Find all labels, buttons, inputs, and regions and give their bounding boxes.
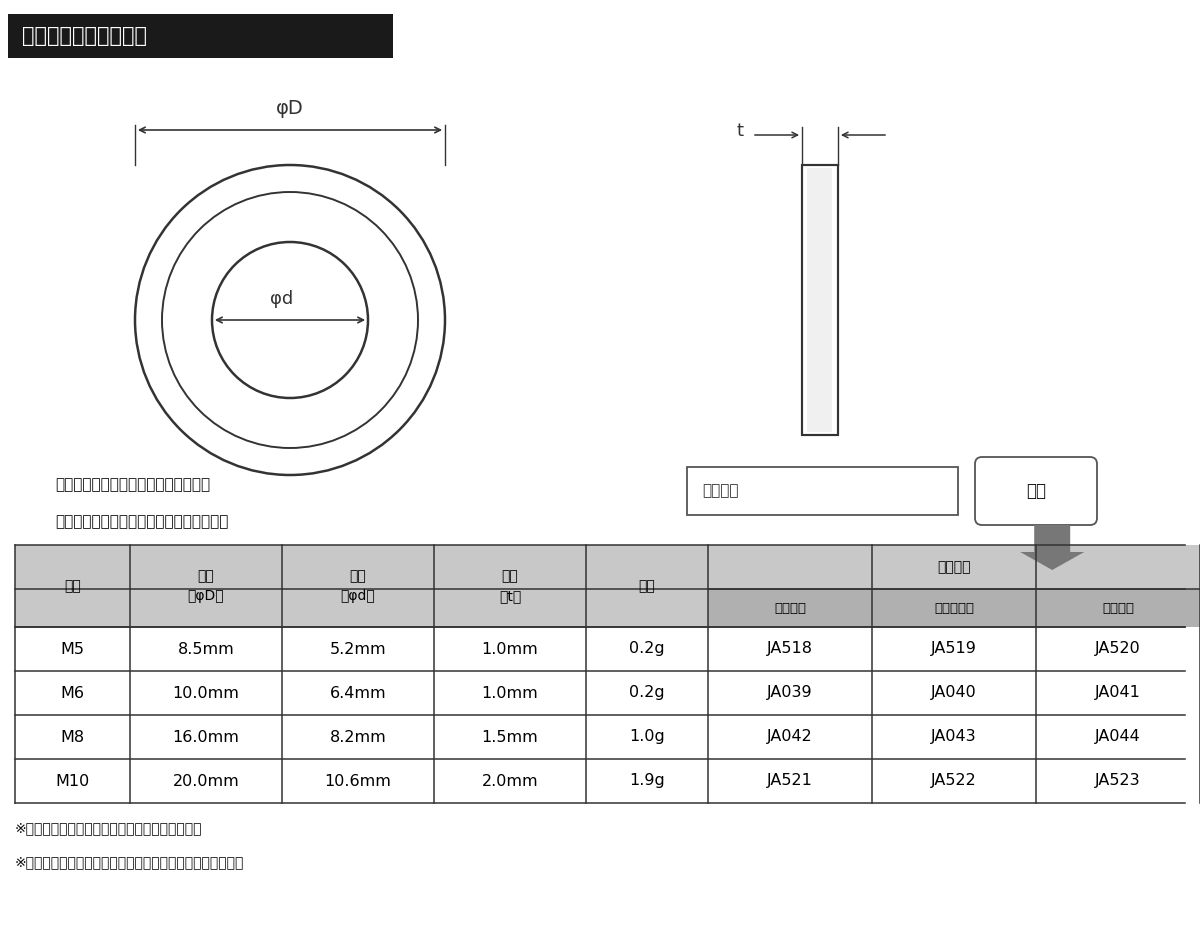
Bar [808, 167, 833, 432]
Text: 1.0g: 1.0g [629, 729, 665, 744]
Text: JA041: JA041 [1096, 685, 1141, 700]
Bar [708, 545, 1200, 589]
Text: M6: M6 [60, 685, 84, 700]
Polygon shape [1020, 525, 1085, 570]
Text: ※個体差により着色が異なる場合がございます。: ※個体差により着色が異なる場合がございます。 [14, 821, 203, 835]
Text: 1.9g: 1.9g [629, 774, 665, 789]
Bar [130, 545, 282, 627]
Bar [586, 545, 708, 627]
Text: 0.2g: 0.2g [629, 685, 665, 700]
Text: 1.0mm: 1.0mm [481, 641, 539, 656]
Text: 20.0mm: 20.0mm [173, 774, 239, 789]
Text: JA044: JA044 [1096, 729, 1141, 744]
Text: JA521: JA521 [767, 774, 812, 789]
Text: 2.0mm: 2.0mm [481, 774, 539, 789]
Text: 焼きチタン: 焼きチタン [934, 602, 974, 615]
Text: 1.5mm: 1.5mm [481, 729, 539, 744]
Bar [282, 545, 434, 627]
Text: φD: φD [276, 99, 304, 118]
Text: JA523: JA523 [1096, 774, 1141, 789]
Text: シルバー: シルバー [774, 602, 806, 615]
Bar [802, 165, 838, 435]
Text: ※記載の重量は平均値です。個体により誤差がございます。: ※記載の重量は平均値です。個体により誤差がございます。 [14, 855, 245, 869]
Text: JA518: JA518 [767, 641, 814, 656]
Text: ストア内検索に商品番号を入力すると: ストア内検索に商品番号を入力すると [55, 478, 210, 493]
Text: t: t [737, 122, 744, 140]
Text: 6.4mm: 6.4mm [330, 685, 386, 700]
Text: M8: M8 [60, 729, 84, 744]
Text: 厘さ
（t）: 厘さ （t） [499, 570, 521, 603]
Text: ラインアップ＆サイズ: ラインアップ＆サイズ [22, 26, 148, 46]
Text: 8.2mm: 8.2mm [330, 729, 386, 744]
Text: M10: M10 [55, 774, 90, 789]
FancyBboxPatch shape [8, 14, 394, 58]
Text: 検索: 検索 [1026, 482, 1046, 500]
Bar [14, 627, 1186, 803]
Text: JA042: JA042 [767, 729, 812, 744]
Bar [802, 165, 838, 435]
Text: 5.2mm: 5.2mm [330, 641, 386, 656]
Text: 8.5mm: 8.5mm [178, 641, 234, 656]
Bar [434, 545, 586, 627]
Text: JA040: JA040 [931, 685, 977, 700]
Text: JA519: JA519 [931, 641, 977, 656]
Text: JA043: JA043 [931, 729, 977, 744]
Text: 10.0mm: 10.0mm [173, 685, 240, 700]
Text: JA522: JA522 [931, 774, 977, 789]
Text: 16.0mm: 16.0mm [173, 729, 240, 744]
Text: 当店品番: 当店品番 [937, 560, 971, 574]
Bar [708, 589, 872, 627]
Bar [14, 545, 130, 627]
Text: φd: φd [270, 290, 294, 308]
Text: 外径
（φD）: 外径 （φD） [187, 570, 224, 603]
Text: 10.6mm: 10.6mm [324, 774, 391, 789]
Text: 内径
（φd）: 内径 （φd） [341, 570, 376, 603]
Text: 0.2g: 0.2g [629, 641, 665, 656]
Bar [1036, 589, 1200, 627]
Text: 1.0mm: 1.0mm [481, 685, 539, 700]
Bar [872, 589, 1036, 627]
Text: 呼び: 呼び [64, 579, 80, 593]
Text: JA039: JA039 [767, 685, 812, 700]
Text: M5: M5 [60, 641, 84, 656]
Text: JA520: JA520 [1096, 641, 1141, 656]
FancyBboxPatch shape [686, 467, 958, 515]
FancyBboxPatch shape [974, 457, 1097, 525]
Text: ゴールド: ゴールド [1102, 602, 1134, 615]
Text: 商品番号: 商品番号 [702, 483, 738, 498]
Text: お探しの商品に素早くアクセスできます。: お探しの商品に素早くアクセスできます。 [55, 514, 228, 529]
Text: 重量: 重量 [638, 579, 655, 593]
